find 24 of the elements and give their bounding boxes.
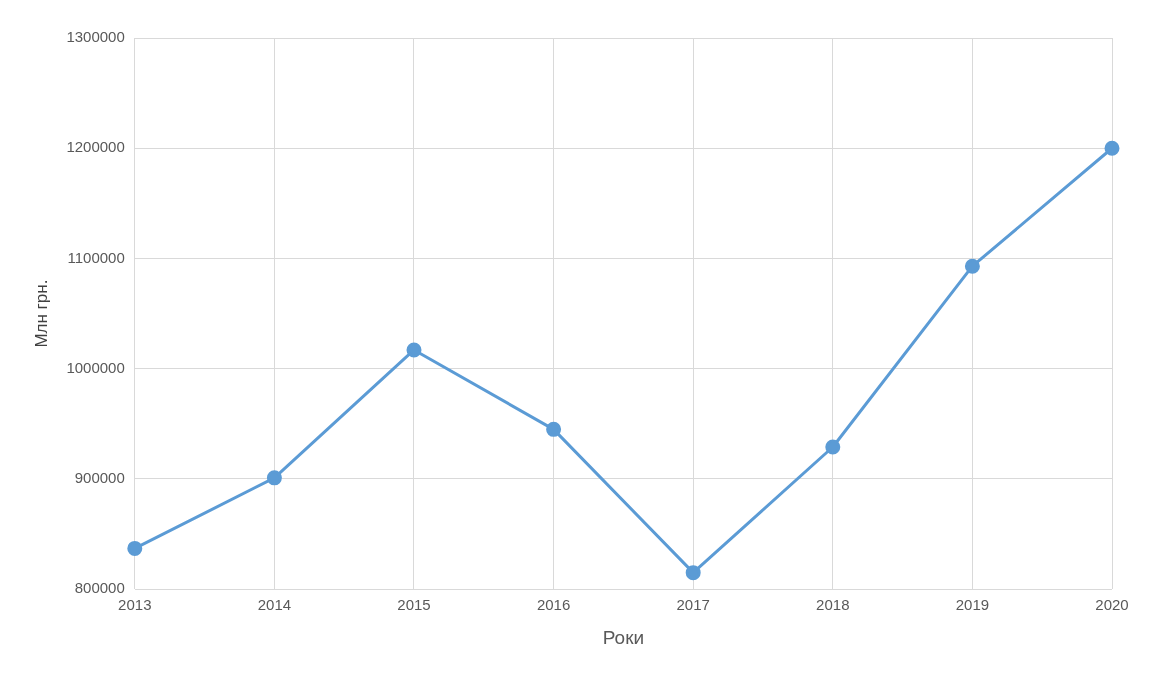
y-tick-label: 1200000 <box>66 138 125 156</box>
point <box>546 421 562 437</box>
point <box>685 565 701 581</box>
x-tick-label: 2017 <box>676 596 710 614</box>
y-tick-label: 1000000 <box>66 358 125 376</box>
point <box>127 540 143 556</box>
y-tick-label: 800000 <box>74 579 125 597</box>
y-axis-title: Млн грн. <box>31 279 51 348</box>
x-tick-label: 2016 <box>536 596 571 614</box>
y-tick-label: 900000 <box>74 469 125 487</box>
x-tick-label: 2019 <box>955 596 990 614</box>
x-tick-label: 2013 <box>118 596 152 614</box>
point <box>1104 140 1120 156</box>
x-axis-title: Роки <box>602 626 645 648</box>
x-tick-label: 2020 <box>1095 596 1129 614</box>
y-tick-label: 1300000 <box>66 28 125 46</box>
x-tick-label: 2015 <box>397 596 431 614</box>
point <box>825 439 841 455</box>
point <box>266 470 282 486</box>
y-tick-label: 1100000 <box>67 248 125 266</box>
x-tick-label: 2014 <box>257 596 292 614</box>
point <box>406 342 422 358</box>
x-tick-label: 2018 <box>816 596 850 614</box>
point <box>964 258 980 274</box>
